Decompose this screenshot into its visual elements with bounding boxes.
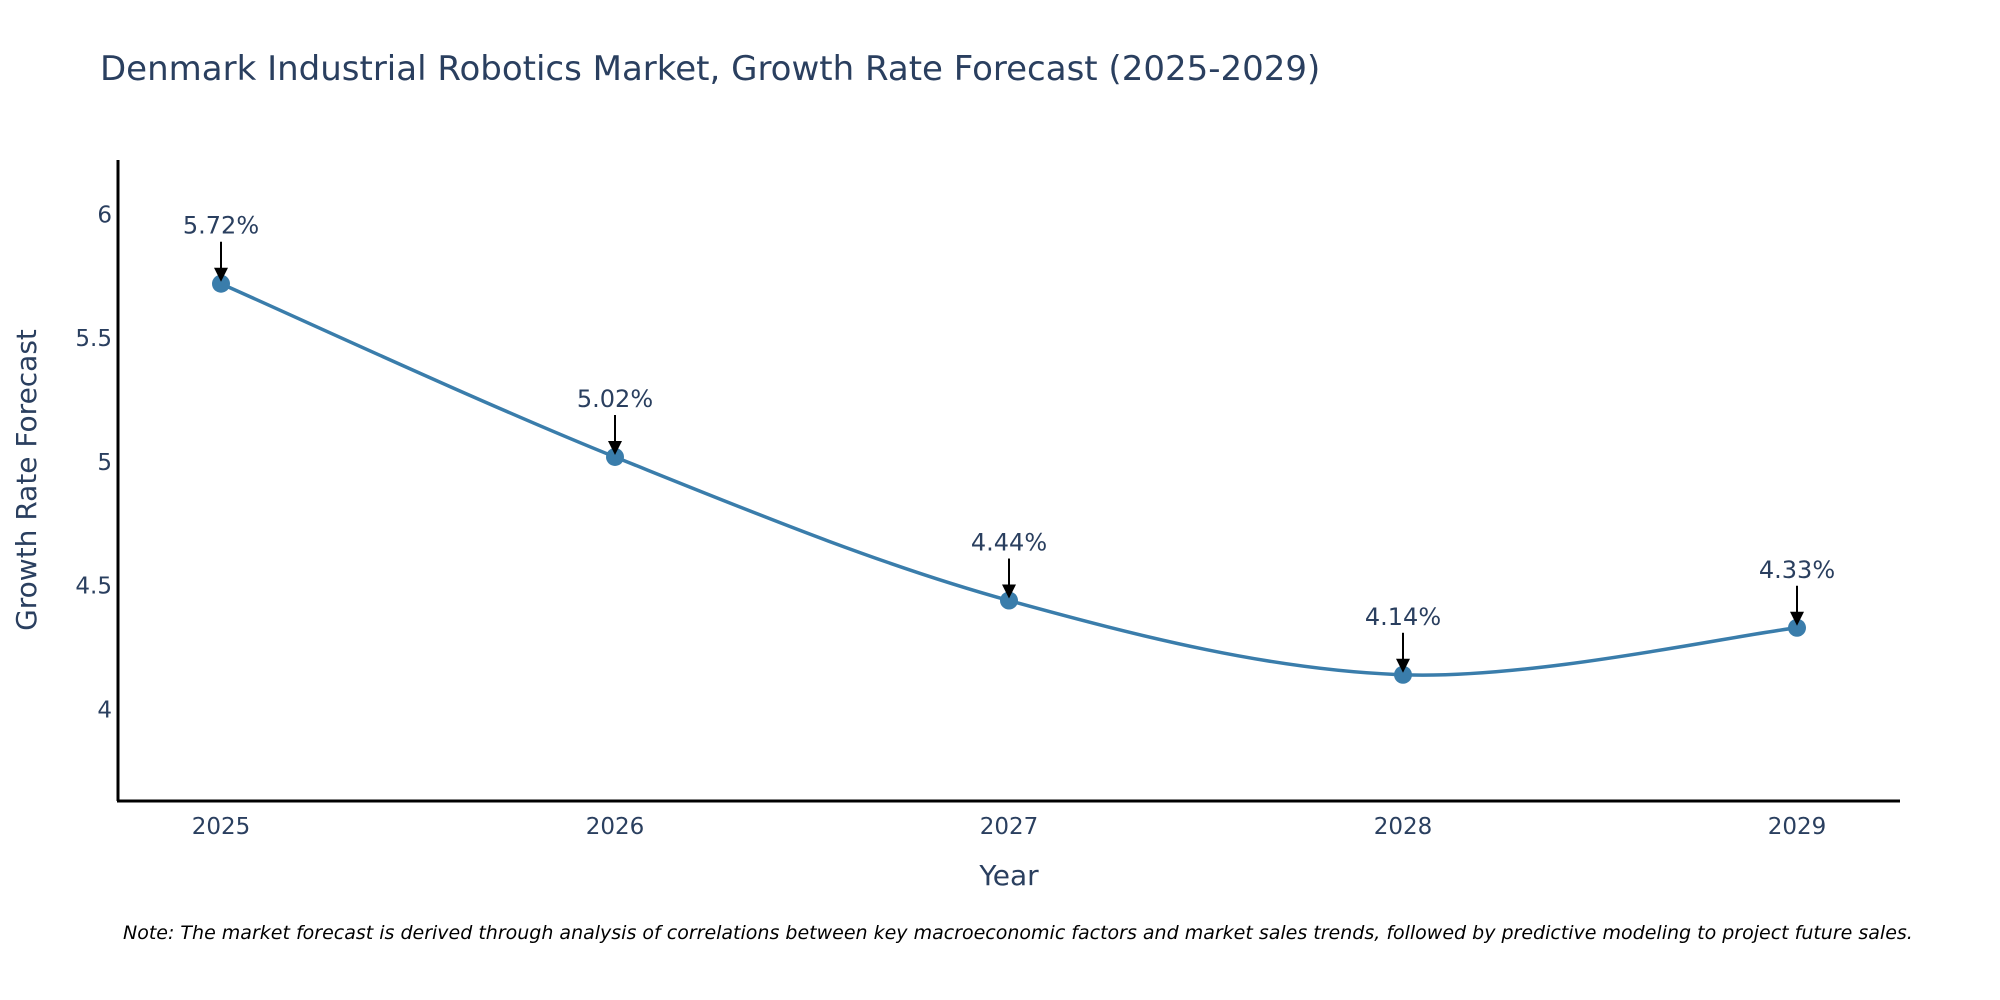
x-tick-label: 2029 xyxy=(1768,814,1827,840)
axes xyxy=(116,160,1900,803)
data-point xyxy=(1000,591,1018,610)
x-tick-labels: 2025 2026 2027 2028 2029 xyxy=(192,814,1827,840)
data-label: 4.14% xyxy=(1365,603,1441,631)
y-tick-label: 5 xyxy=(97,450,112,476)
y-tick-label: 5.5 xyxy=(75,326,112,352)
footnote: Note: The market forecast is derived thr… xyxy=(123,922,1913,944)
data-point xyxy=(1788,618,1806,637)
data-point xyxy=(1394,665,1412,684)
data-label: 4.33% xyxy=(1759,556,1835,584)
annotation-arrow-head xyxy=(214,267,228,282)
annotation-arrow-head xyxy=(1396,658,1410,673)
x-axis-title: Year xyxy=(978,859,1039,892)
data-label: 4.44% xyxy=(971,529,1047,557)
annotation-arrow-head xyxy=(1790,611,1804,626)
data-points xyxy=(212,274,1806,684)
chart-title: Denmark Industrial Robotics Market, Grow… xyxy=(100,49,1320,89)
data-annotations: 5.72% 5.02% 4.44% 4.14% 4.33% xyxy=(183,212,1835,673)
data-label: 5.02% xyxy=(577,385,653,413)
x-tick-label: 2026 xyxy=(586,814,645,840)
y-tick-labels: 4 4.5 5 5.5 6 xyxy=(75,202,112,723)
annotation-arrow-head xyxy=(608,440,622,455)
data-label: 5.72% xyxy=(183,212,259,240)
y-tick-label: 4.5 xyxy=(75,574,112,600)
x-tick-label: 2028 xyxy=(1374,814,1433,840)
series-line xyxy=(220,282,1798,677)
x-tick-label: 2027 xyxy=(980,814,1039,840)
data-point xyxy=(212,274,230,293)
x-tick-label: 2025 xyxy=(192,814,251,840)
annotation-arrow-head xyxy=(1002,584,1016,599)
y-axis-title: Growth Rate Forecast xyxy=(10,329,43,631)
data-point xyxy=(606,447,624,466)
y-tick-label: 6 xyxy=(97,202,112,228)
y-tick-label: 4 xyxy=(97,697,112,723)
